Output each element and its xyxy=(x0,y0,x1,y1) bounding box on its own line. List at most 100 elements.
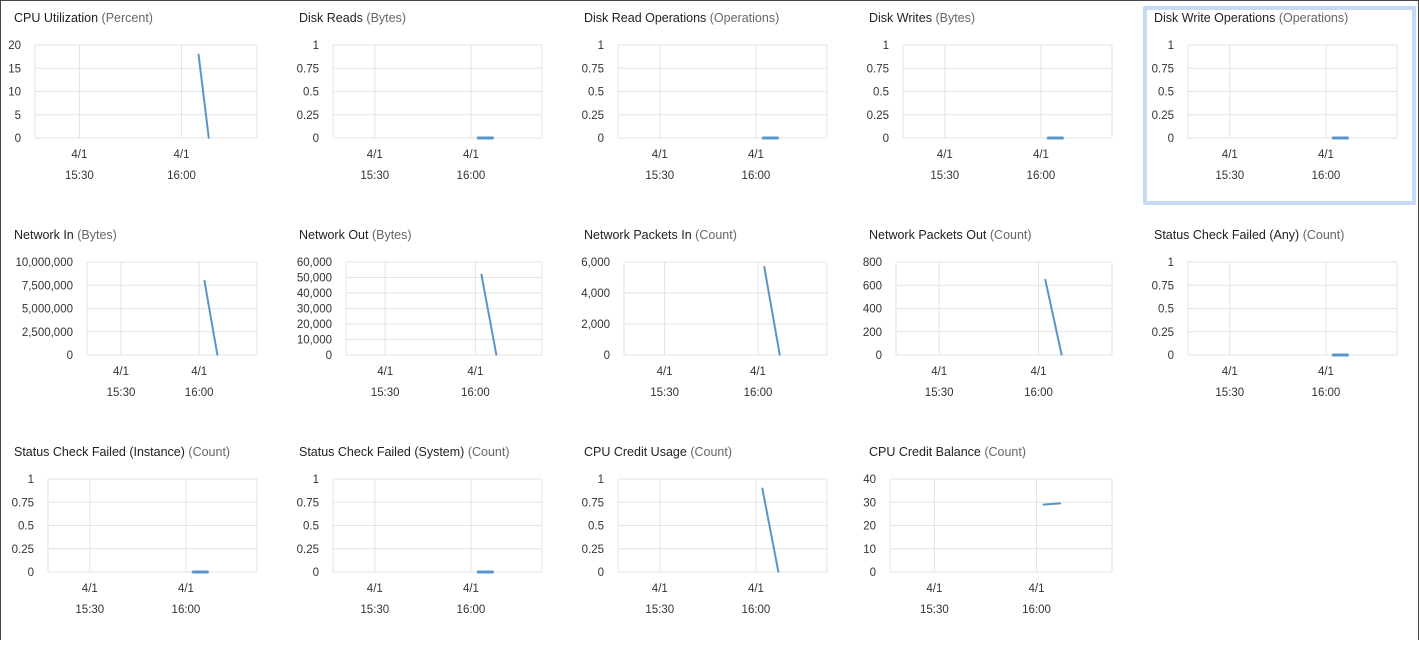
x-tick-time: 15:30 xyxy=(650,387,679,399)
chart-title: CPU Utilization xyxy=(14,11,99,25)
y-tick-label: 30 xyxy=(863,497,876,509)
y-tick-label: 0.25 xyxy=(867,110,889,122)
y-tick-label: 0 xyxy=(1168,133,1174,145)
x-tick-date: 4/1 xyxy=(931,366,947,378)
widget-status-check-failed-instance[interactable]: Status Check Failed (Instance) (Count) 1 0… xyxy=(0,434,285,651)
widget-cpu-utilization[interactable]: CPU Utilization (Percent) 20 15 10 5 0 4/1 15:3… xyxy=(0,0,285,217)
x-tick-time: 16:00 xyxy=(1312,170,1341,182)
widget-disk-read-operations[interactable]: Disk Read Operations (Operations) 1 0.75 0.… xyxy=(570,0,1416,217)
chart-svg: 1 0.75 0.5 0.25 0 4/1 15:30 4/1 16:00 xyxy=(582,40,828,182)
y-tick-label: 40 xyxy=(863,474,876,486)
widget-title: Disk Reads (Bytes) xyxy=(299,11,406,25)
series-line xyxy=(761,488,780,573)
x-tick-time: 16:00 xyxy=(461,387,490,399)
data-point xyxy=(777,571,780,573)
x-tick-date: 4/1 xyxy=(1029,583,1045,595)
y-tick-label: 0.75 xyxy=(1152,63,1174,75)
y-tick-label: 15 xyxy=(8,63,21,75)
selected-widget-highlight xyxy=(1143,6,1416,205)
y-tick-label: 1 xyxy=(313,474,319,486)
y-tick-label: 20 xyxy=(863,521,876,533)
x-tick-date: 4/1 xyxy=(1222,366,1238,378)
data-point xyxy=(1347,137,1350,139)
chart-svg: 1 0.75 0.5 0.25 0 4/1 15:30 4/1 16:00 xyxy=(1152,40,1398,182)
x-tick-time: 15:30 xyxy=(920,604,949,616)
y-tick-label: 0 xyxy=(15,133,21,145)
x-tick-date: 4/1 xyxy=(657,366,673,378)
widget-network-packets-in[interactable]: Network Packets In (Count) 6,000 4,000 2,00… xyxy=(570,217,855,434)
chart-title: Disk Writes xyxy=(869,11,932,25)
x-tick-date: 4/1 xyxy=(113,366,129,378)
widget-network-packets-out[interactable]: Network Packets Out (Count) 800 600 400 200 0… xyxy=(855,217,1140,434)
widget-cpu-credit-balance[interactable]: CPU Credit Balance (Count) 40 30 20 10 0 4/1 15… xyxy=(855,434,1140,651)
y-tick-label: 0 xyxy=(598,567,604,579)
chart-svg: 1 0.75 0.5 0.25 0 4/1 15:30 4/1 16:00 xyxy=(297,474,543,616)
chart-svg: 6,000 4,000 2,000 0 4/1 15:30 4/1 16:00 xyxy=(581,257,828,399)
y-tick-label: 800 xyxy=(863,257,882,269)
chart-title: Disk Write Operations xyxy=(1154,11,1276,25)
x-tick-date: 4/1 xyxy=(750,366,766,378)
widget-status-check-failed-system[interactable]: Status Check Failed (System) (Count) 1 0.7… xyxy=(285,434,570,651)
x-tick-date: 4/1 xyxy=(748,583,764,595)
chart-title: CPU Credit Usage xyxy=(584,445,687,459)
widget-cpu-credit-usage[interactable]: CPU Credit Usage (Count) 1 0.75 0.5 0.25 0 4/1… xyxy=(570,434,855,651)
x-tick-time: 16:00 xyxy=(742,604,771,616)
data-point xyxy=(778,354,781,356)
widget-disk-reads[interactable]: Disk Reads (Bytes) 1 0.75 0.5 0.25 0 4/1 15:30 4… xyxy=(285,0,570,217)
chart-title: Disk Reads xyxy=(299,11,363,25)
chart-title: Status Check Failed (Instance) xyxy=(14,445,185,459)
y-tick-label: 0 xyxy=(876,350,882,362)
series-line xyxy=(1043,502,1061,506)
widget-disk-writes[interactable]: Disk Writes (Bytes) 1 0.75 0.5 0.25 0 4/1 15:30… xyxy=(855,0,1140,217)
data-point xyxy=(191,571,194,573)
y-tick-label: 6,000 xyxy=(581,257,610,269)
widget-disk-write-operations[interactable]: Disk Write Operations (Operations) 1 0.75 0… xyxy=(1140,0,1419,217)
data-point xyxy=(1044,278,1046,281)
x-tick-date: 4/1 xyxy=(1222,149,1238,161)
y-tick-label: 0.75 xyxy=(1152,280,1174,292)
widget-network-in[interactable]: Network In (Bytes) 10,000,000 7,500,000 5,0… xyxy=(0,217,285,434)
y-tick-label: 0.75 xyxy=(582,63,604,75)
y-tick-label: 0.75 xyxy=(12,497,34,509)
y-tick-label: 0 xyxy=(313,133,319,145)
chart-unit: (Percent) xyxy=(101,11,153,25)
data-point xyxy=(492,137,495,139)
y-tick-label: 1 xyxy=(598,40,604,52)
y-tick-label: 0 xyxy=(313,567,319,579)
data-point xyxy=(1347,354,1350,356)
chart-svg: 1 0.75 0.5 0.25 0 4/1 15:30 4/1 16:00 xyxy=(12,474,258,616)
x-tick-time: 15:30 xyxy=(1215,387,1244,399)
y-tick-label: 0.25 xyxy=(1152,327,1174,339)
x-tick-date: 4/1 xyxy=(1318,149,1334,161)
y-tick-label: 1 xyxy=(1168,40,1174,52)
chart-unit: (Bytes) xyxy=(366,11,406,25)
x-tick-time: 15:30 xyxy=(371,387,400,399)
data-point xyxy=(1060,354,1063,356)
data-point xyxy=(207,571,210,573)
data-point xyxy=(777,137,780,139)
widget-title: Network Packets Out (Count) xyxy=(869,228,1032,242)
chart-title: Network Packets Out xyxy=(869,228,987,242)
y-tick-label: 0 xyxy=(1168,350,1174,362)
widget-title: CPU Credit Balance (Count) xyxy=(869,445,1026,459)
chart-svg: 800 600 400 200 0 4/1 15:30 4/1 16:00 xyxy=(863,257,1113,399)
x-tick-date: 4/1 xyxy=(82,583,98,595)
y-tick-label: 2,000 xyxy=(581,319,610,331)
y-tick-label: 4,000 xyxy=(581,288,610,300)
widget-network-out[interactable]: Network Out (Bytes) 60,000 50,000 40,000 30,… xyxy=(285,217,570,434)
data-point xyxy=(480,273,483,276)
y-tick-label: 2,500,000 xyxy=(22,327,73,339)
data-point xyxy=(1331,137,1334,139)
chart-unit: (Count) xyxy=(984,445,1027,459)
x-tick-time: 16:00 xyxy=(744,387,773,399)
y-tick-label: 5,000,000 xyxy=(22,304,73,316)
widget-status-check-failed-any[interactable]: Status Check Failed (Any) (Count) 1 0.75 0.… xyxy=(1140,217,1419,434)
chart-unit: (Bytes) xyxy=(77,228,117,242)
y-tick-label: 0.25 xyxy=(1152,110,1174,122)
x-tick-date: 4/1 xyxy=(377,366,393,378)
x-tick-time: 16:00 xyxy=(185,387,214,399)
y-tick-label: 600 xyxy=(863,280,882,292)
x-tick-time: 15:30 xyxy=(930,170,959,182)
x-tick-time: 16:00 xyxy=(457,604,486,616)
y-tick-label: 0.75 xyxy=(582,497,604,509)
